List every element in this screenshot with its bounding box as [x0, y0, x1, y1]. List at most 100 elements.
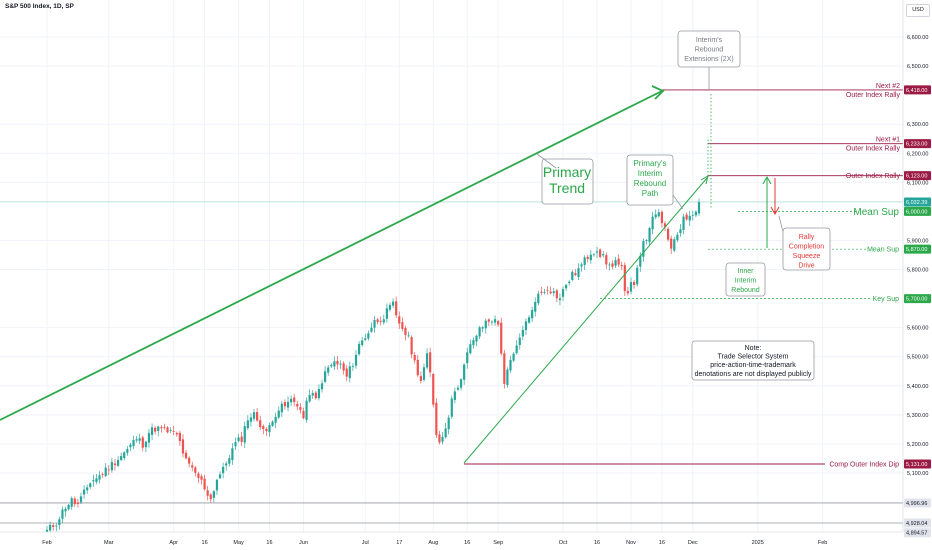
candle-body [333, 361, 336, 367]
candle-body [271, 421, 274, 426]
symbol-title: S&P 500 Index, 1D, SP [5, 3, 74, 10]
price-tag-ref3-bg [904, 528, 931, 538]
time-tick-label: 16 [266, 540, 272, 546]
interim-path-text: Interim [638, 169, 663, 178]
candle-body [450, 398, 453, 417]
candle-body [531, 310, 534, 319]
time-tick-label: 16 [659, 540, 665, 546]
price-tick-label: 5,100.00 [907, 471, 928, 477]
candle-body [92, 480, 95, 482]
inner-rebound-text: Inner [738, 268, 755, 275]
candle-body [419, 376, 422, 381]
candle-body [555, 290, 558, 299]
price-tick-label: 5,300.00 [907, 413, 928, 419]
candle-body [580, 264, 583, 267]
interim-path-text: Rebound [634, 179, 666, 188]
inner-rebound-box [725, 262, 766, 297]
candle-body [503, 353, 506, 384]
candle-body [574, 273, 577, 276]
candle-body [351, 365, 355, 367]
candle-body [311, 393, 314, 396]
time-ticks: Feb Mar Apr 16 May 16 Jun Jul 17 Aug 16 Sep Oct 16 Nov… [42, 540, 827, 546]
candle-body [79, 496, 83, 503]
level-label-keysup: Key Sup [873, 296, 900, 303]
candle-body [416, 359, 419, 376]
candle-body [429, 352, 432, 373]
level-label-meansup2: Mean Sup [867, 247, 899, 254]
time-axis [0, 532, 903, 550]
candle-body [357, 343, 361, 355]
candle-body [565, 284, 568, 289]
grid [0, 0, 903, 532]
candle-body [599, 249, 602, 257]
candle-body [571, 271, 574, 280]
candle-body [163, 426, 166, 428]
price-tick-label: 6,600.00 [907, 35, 928, 41]
price-tag-last-bg [904, 197, 931, 207]
candle-body [55, 525, 58, 527]
note-text: denotations are not displayed publicly [695, 371, 812, 378]
candle-body [577, 268, 580, 277]
time-tick-label: 16 [594, 540, 600, 546]
candle-body [367, 333, 370, 339]
candle-body [636, 267, 639, 285]
candle-body [500, 322, 503, 354]
candle-body [490, 321, 494, 323]
currency-button[interactable]: USD [906, 4, 930, 17]
candle-body [620, 265, 623, 267]
price-tick-label: 6,500.00 [907, 64, 928, 70]
candle-body [225, 463, 228, 466]
candle-body [466, 352, 469, 364]
candle-body [107, 469, 110, 471]
candle-body [382, 319, 385, 323]
candle-body [478, 327, 481, 337]
candle-body [395, 301, 398, 316]
candle-body [657, 212, 660, 217]
rally-squeeze-text: Drive [798, 263, 814, 270]
price-tick-label: 5,500.00 [907, 355, 928, 361]
price-tag-meansup1-bg [904, 206, 931, 216]
interim-path-line [463, 177, 708, 464]
candle-body [602, 254, 605, 256]
candle-body [181, 439, 185, 454]
price-tag-next1-bg [904, 139, 931, 149]
candle-body [98, 475, 101, 480]
time-tick-label: May [233, 540, 244, 546]
candle-body [561, 289, 565, 297]
candle-body [370, 327, 373, 332]
candle-body [237, 437, 240, 442]
candle-body [670, 238, 673, 249]
candle-body [651, 216, 654, 230]
inner-rebound-text: Interim [735, 278, 757, 285]
candle-body [682, 216, 685, 230]
candle-body [246, 420, 249, 429]
price-tag-next2: 6,418.00 [906, 88, 927, 94]
candle-body [73, 498, 76, 505]
price-tag-last: 6,032.39 [906, 200, 927, 206]
candle-body [194, 467, 197, 473]
candle-body [320, 383, 324, 390]
candle-body [203, 478, 206, 490]
price-tag-meansup1: 6,000.00 [906, 209, 927, 215]
candle-body [453, 391, 456, 400]
rally-squeeze-callout [778, 215, 784, 233]
candle-body [249, 417, 253, 422]
primary-trend-arrowhead [651, 85, 665, 100]
candle-body [688, 215, 691, 221]
candle-body [438, 434, 441, 443]
candle-body [435, 402, 438, 436]
candle-body [660, 211, 664, 224]
candle-body [138, 438, 141, 441]
candle-body [654, 214, 657, 218]
candle-body [484, 320, 487, 329]
candle-body [302, 410, 305, 419]
candle-body [110, 461, 113, 471]
inner-rebound-arrowhead [762, 175, 772, 185]
time-tick-label: Oct [559, 540, 568, 546]
candle-body [336, 360, 339, 365]
candle-body [339, 363, 342, 365]
candle-body [475, 335, 478, 342]
candle-body [215, 479, 219, 491]
candle-body [546, 289, 549, 291]
